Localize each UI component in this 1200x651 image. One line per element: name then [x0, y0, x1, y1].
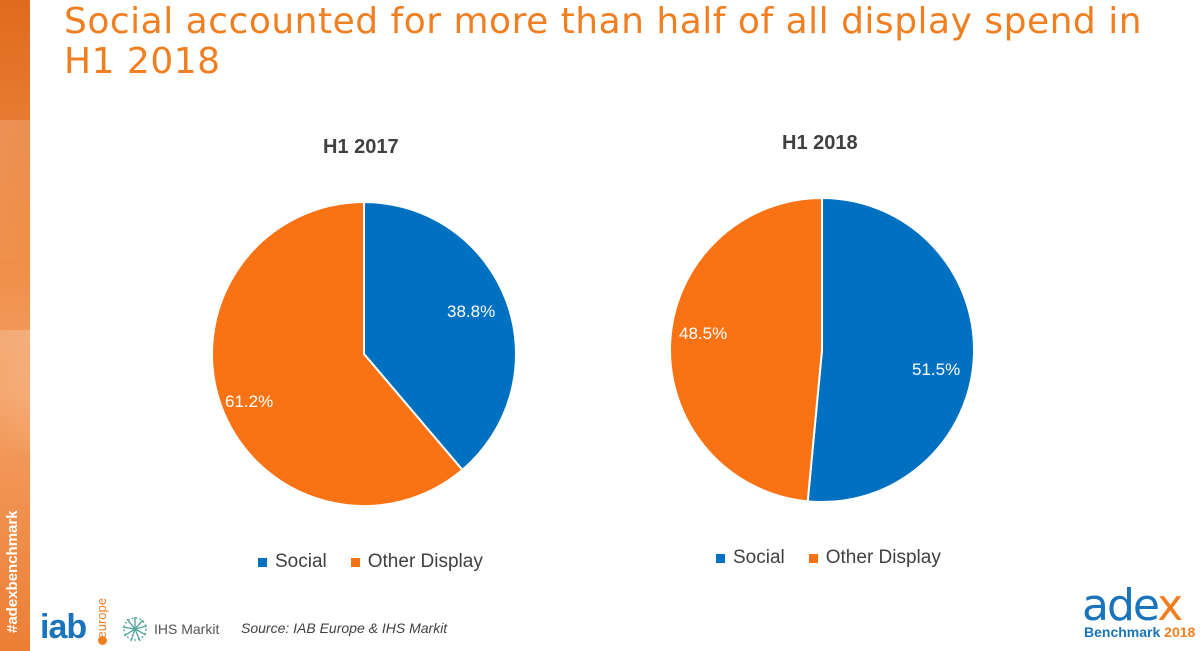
adex-logo-year: 2018 [1164, 624, 1196, 640]
slice-other-display [669, 196, 823, 503]
data-label-other-display-2017: 61.2% [225, 392, 274, 411]
adex-logo-main: ade [1082, 580, 1159, 631]
slice-social [363, 200, 517, 472]
legend-swatch-social [716, 553, 725, 563]
data-label-other-display-2018: 48.5% [679, 324, 728, 343]
legend-item-social: Social [716, 547, 785, 569]
adex-benchmark-logo: adex Benchmark 2018 [1080, 584, 1195, 646]
iab-europe-logo: iab europe [40, 598, 112, 648]
legend-label-other-display: Other Display [367, 551, 483, 572]
ihs-markit-icon [122, 617, 148, 642]
chart-title-h1-2018: H1 2018 [782, 132, 858, 154]
side-hashtag: #adexbenchmark [4, 510, 21, 633]
adex-logo-x: x [1157, 580, 1183, 631]
legend-h1-2018: Social Other Display [716, 547, 965, 569]
pie-chart-h1-2018 [669, 196, 975, 503]
slice-social [806, 196, 975, 503]
legend-swatch-other-display [350, 557, 360, 567]
legend-item-other-display: Other Display [350, 551, 483, 573]
legend-label-social: Social [733, 547, 785, 568]
legend-label-other-display: Other Display [825, 547, 941, 568]
legend-swatch-other-display [808, 553, 818, 563]
pie-chart-h1-2017 [211, 200, 517, 507]
ihs-markit-word: IHS Markit [154, 621, 220, 637]
adex-logo-subtitle: Benchmark 2018 [1084, 624, 1195, 640]
side-facet [0, 120, 30, 260]
source-note: Source: IAB Europe & IHS Markit [241, 620, 448, 636]
iab-logo-region: europe [94, 598, 109, 639]
iab-logo-dot [98, 636, 107, 645]
data-label-social-2018: 51.5% [912, 360, 961, 379]
adex-logo-word: adex [1082, 584, 1183, 628]
slice-other-display [211, 200, 464, 507]
legend-h1-2017: Social Other Display [258, 551, 507, 573]
side-strip: #adexbenchmark [0, 0, 30, 651]
iab-logo-word: iab [40, 608, 87, 646]
legend-item-other-display: Other Display [808, 547, 941, 569]
legend-item-social: Social [258, 551, 327, 573]
adex-logo-benchmark: Benchmark [1084, 624, 1161, 640]
legend-swatch-social [258, 557, 267, 567]
side-facet [0, 330, 30, 450]
chart-title-h1-2017: H1 2017 [323, 136, 399, 158]
ihs-markit-logo: IHS Markit [120, 614, 219, 644]
data-label-social-2017: 38.8% [447, 302, 496, 321]
legend-label-social: Social [275, 551, 327, 572]
slide-title: Social accounted for more than half of a… [64, 1, 1143, 82]
